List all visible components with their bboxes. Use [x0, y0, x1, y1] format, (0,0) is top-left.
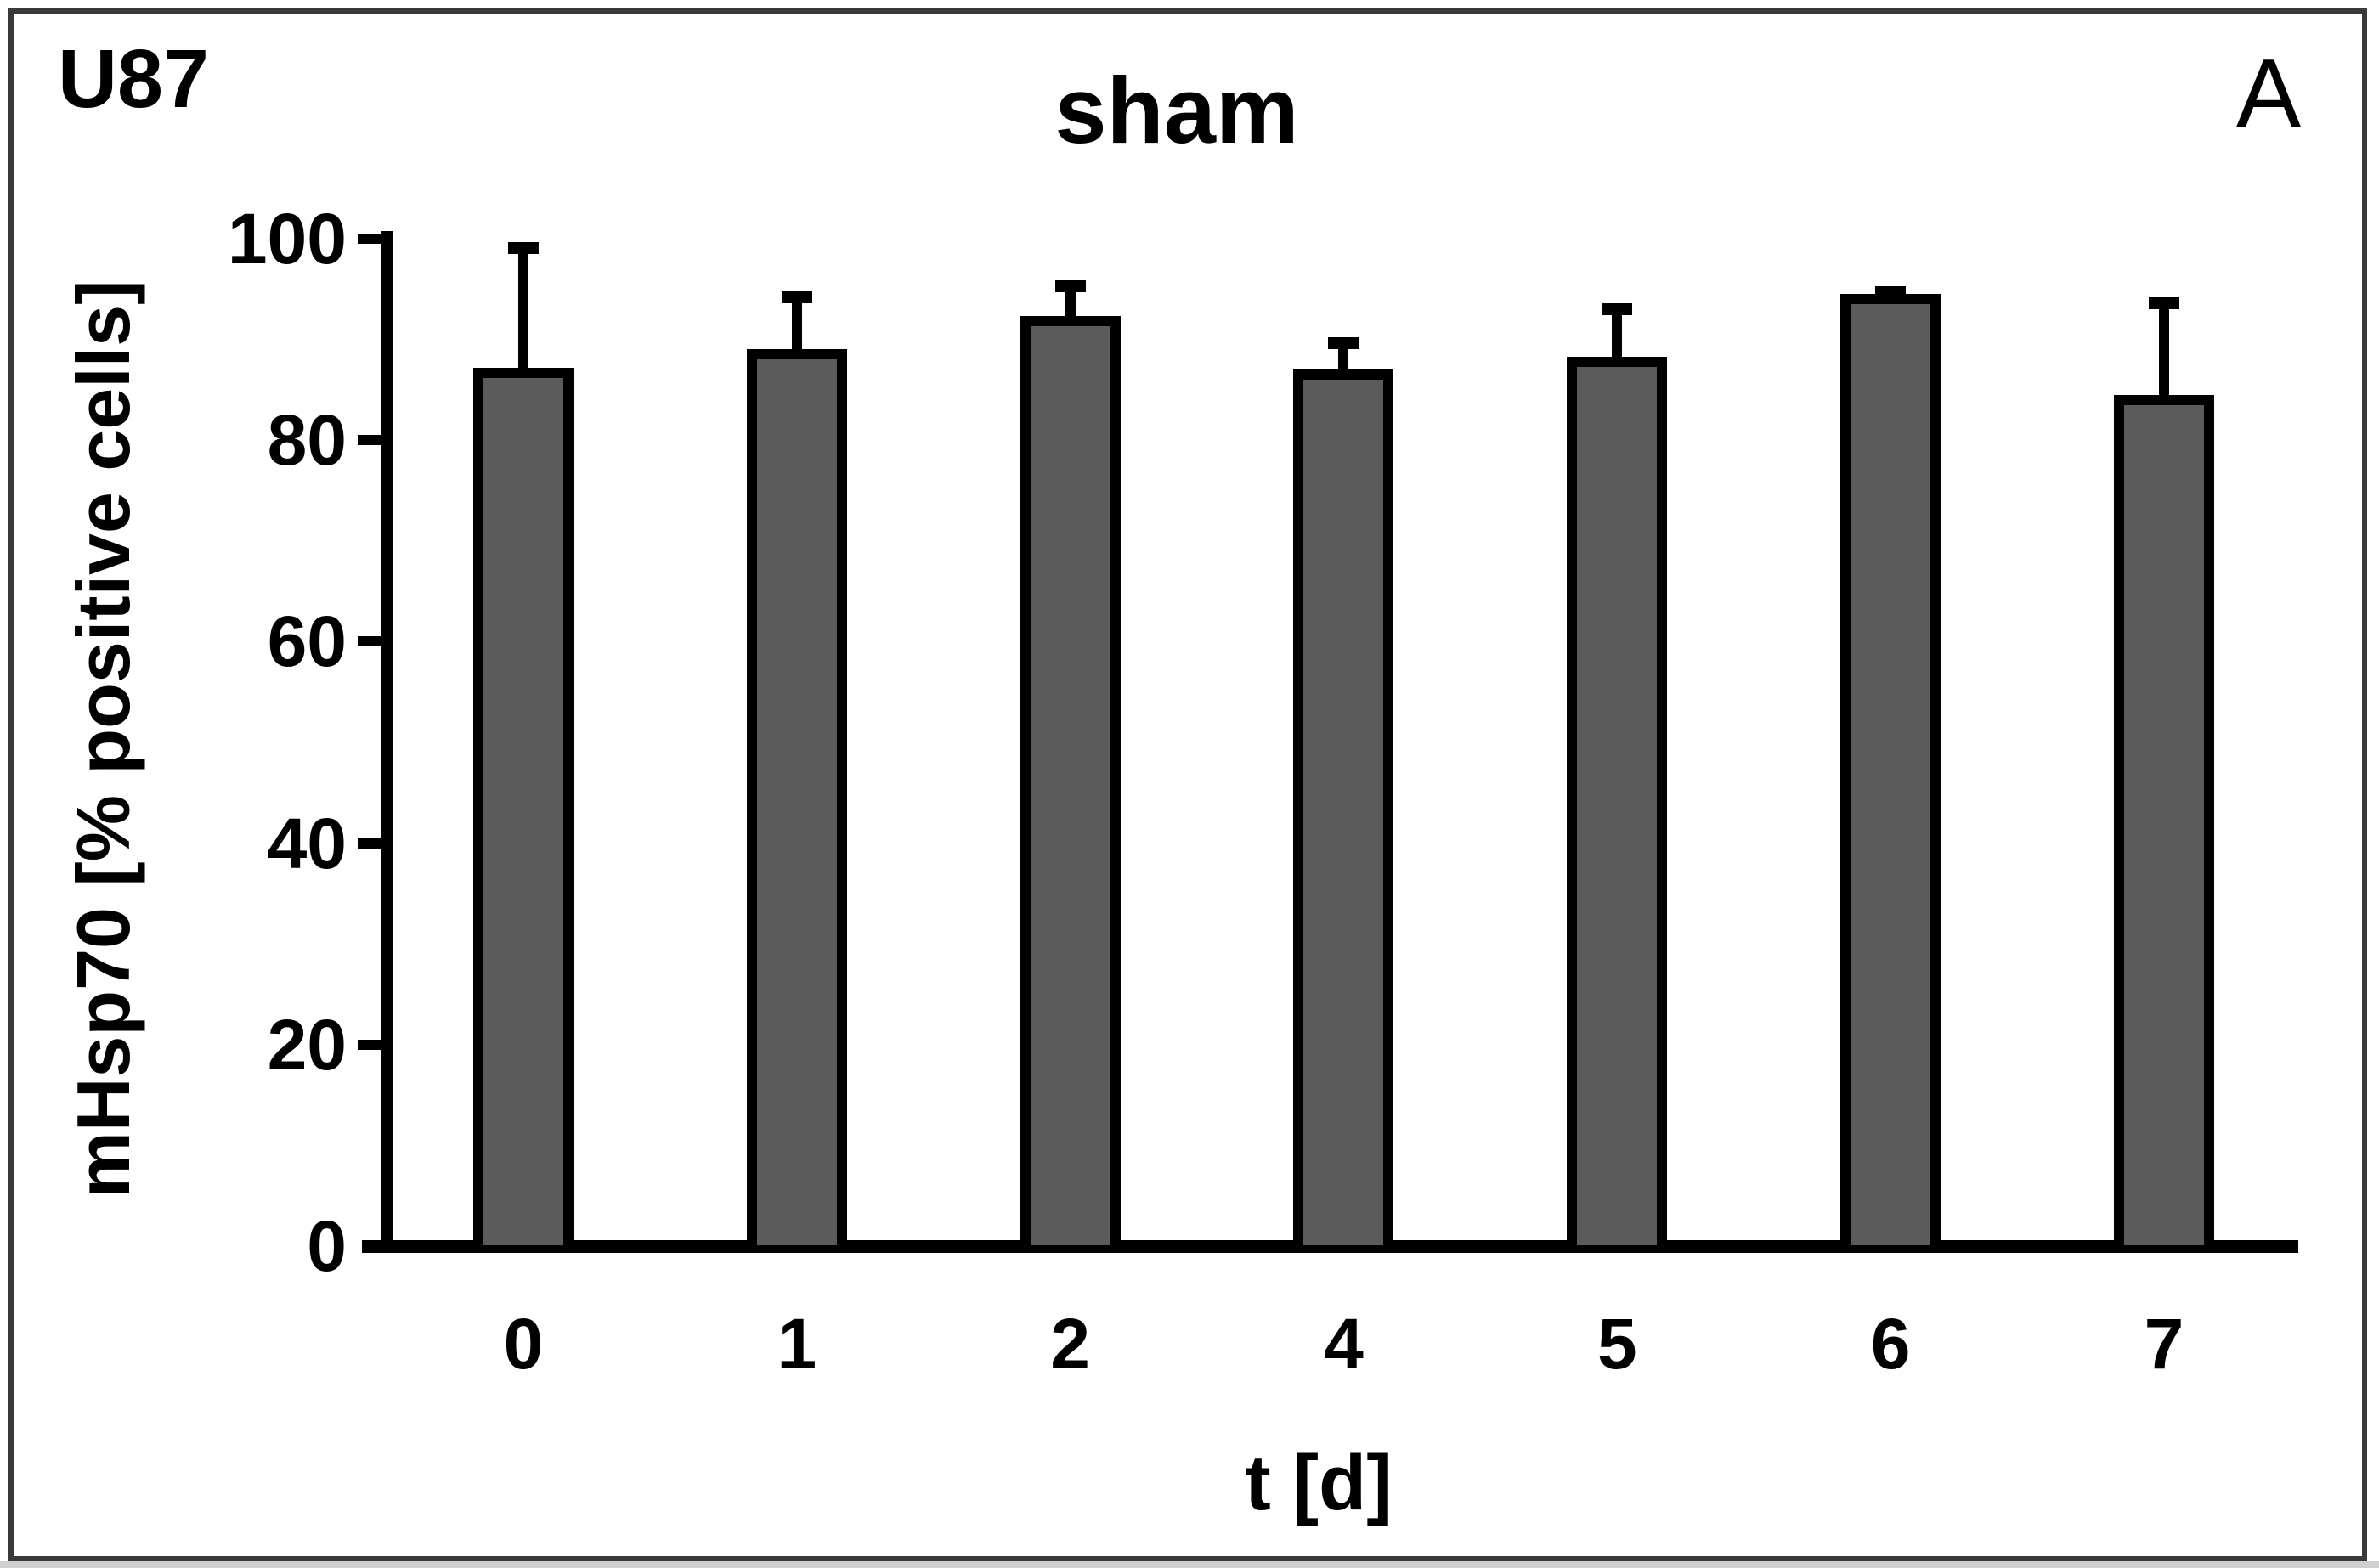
x-tick-label: 7: [2144, 1304, 2184, 1384]
error-bar-stem: [791, 299, 802, 357]
bar-1: [746, 349, 847, 1245]
y-tick-mark: [358, 838, 381, 849]
y-tick-label: 40: [267, 803, 347, 883]
bar-7: [2113, 394, 2214, 1245]
y-tick-label: 80: [267, 400, 347, 481]
x-axis-title: t [d]: [1245, 1440, 1393, 1526]
x-tick-label: 5: [1596, 1304, 1637, 1384]
y-tick-label: 60: [267, 601, 347, 682]
error-bar-stem: [1338, 346, 1349, 377]
y-tick-mark: [358, 234, 381, 244]
x-tick-label: 0: [503, 1304, 544, 1384]
error-bar-cap: [1602, 302, 1633, 315]
y-tick-mark: [358, 636, 381, 647]
error-bar-stem: [1612, 311, 1623, 364]
chart-title: sham: [1054, 59, 1299, 163]
panel-letter-label: A: [2236, 40, 2302, 148]
error-bar-stem: [1065, 288, 1076, 324]
figure-border: [8, 8, 2367, 1561]
y-tick-mark: [358, 1039, 381, 1050]
y-tick-mark: [358, 435, 381, 446]
error-bar-cap: [1328, 337, 1359, 350]
bar-6: [1840, 294, 1941, 1245]
y-axis-line: [381, 231, 393, 1246]
bar-0: [473, 367, 574, 1245]
error-bar-stem: [2158, 305, 2169, 402]
bar-2: [1020, 316, 1121, 1245]
y-tick-label: 100: [227, 199, 347, 279]
error-bar-cap: [1054, 279, 1086, 292]
bar-5: [1567, 356, 1668, 1245]
error-bar-cap: [2148, 296, 2179, 309]
bar-4: [1293, 369, 1394, 1245]
x-tick-label: 4: [1324, 1304, 1364, 1384]
x-tick-label: 1: [777, 1304, 817, 1384]
error-bar-cap: [508, 241, 539, 254]
y-tick-label: 20: [267, 1004, 347, 1085]
image-edge-strip: [0, 1561, 2379, 1568]
error-bar-stem: [518, 250, 528, 375]
y-tick-label: 0: [307, 1206, 347, 1286]
cell-line-label: U87: [58, 32, 209, 125]
x-tick-label: 2: [1050, 1304, 1091, 1384]
x-tick-label: 6: [1870, 1304, 1911, 1384]
error-bar-cap: [781, 290, 812, 303]
